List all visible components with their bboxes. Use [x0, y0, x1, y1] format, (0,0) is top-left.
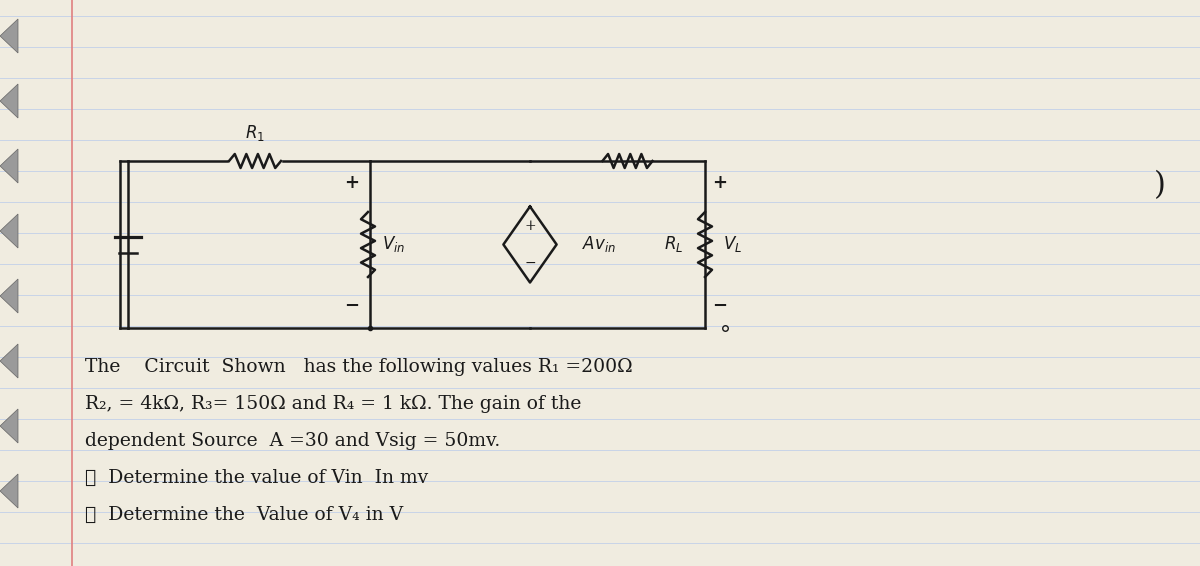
Text: dependent Source  A =30 and Vsig = 50mv.: dependent Source A =30 and Vsig = 50mv. — [85, 432, 500, 450]
Polygon shape — [0, 84, 18, 118]
Polygon shape — [0, 409, 18, 443]
Polygon shape — [0, 474, 18, 508]
Polygon shape — [0, 279, 18, 313]
Polygon shape — [0, 19, 18, 53]
Text: $Av_{in}$: $Av_{in}$ — [582, 234, 616, 255]
Polygon shape — [0, 214, 18, 248]
Polygon shape — [0, 149, 18, 183]
Text: ⓐ  Determine the value of Vin  In mv: ⓐ Determine the value of Vin In mv — [85, 469, 428, 487]
Text: $V_L$: $V_L$ — [722, 234, 742, 255]
Text: +: + — [344, 174, 360, 192]
Text: −: − — [713, 297, 727, 315]
Text: $V_{in}$: $V_{in}$ — [382, 234, 406, 255]
Polygon shape — [0, 344, 18, 378]
Text: −: − — [524, 255, 536, 269]
Text: R₂, = 4kΩ, R₃= 150Ω and R₄ = 1 kΩ. The gain of the: R₂, = 4kΩ, R₃= 150Ω and R₄ = 1 kΩ. The g… — [85, 395, 581, 413]
Text: +: + — [524, 220, 536, 234]
Text: $R_1$: $R_1$ — [245, 123, 265, 143]
Text: The    Circuit  Shown   has the following values R₁ =200Ω: The Circuit Shown has the following valu… — [85, 358, 632, 376]
Text: −: − — [344, 297, 360, 315]
Text: ⓑ  Determine the  Value of V₄ in V: ⓑ Determine the Value of V₄ in V — [85, 506, 403, 524]
Text: +: + — [713, 174, 727, 192]
Text: $R_L$: $R_L$ — [664, 234, 683, 255]
Text: ): ) — [1154, 170, 1166, 201]
